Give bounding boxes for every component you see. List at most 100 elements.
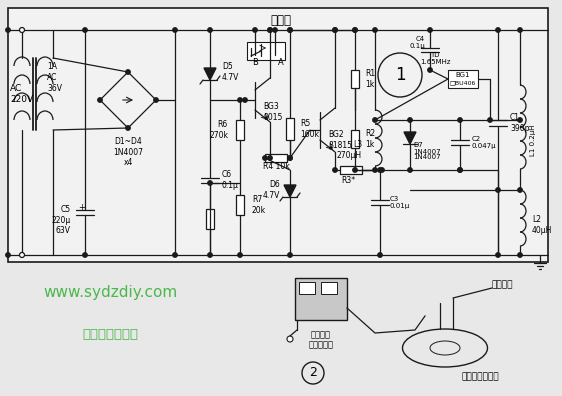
Bar — [351, 70, 359, 88]
Bar — [295, 278, 347, 320]
Circle shape — [333, 168, 337, 172]
Text: BG2
β1815: BG2 β1815 — [328, 130, 352, 150]
Circle shape — [268, 28, 272, 32]
Circle shape — [173, 28, 177, 32]
Bar — [299, 282, 315, 294]
Circle shape — [353, 168, 357, 172]
Text: L3
270μH: L3 270μH — [337, 140, 362, 160]
Bar — [247, 42, 285, 60]
Circle shape — [518, 253, 522, 257]
Circle shape — [428, 68, 432, 72]
Circle shape — [154, 98, 158, 102]
Text: R5
160k: R5 160k — [300, 119, 319, 139]
Text: 实用电子制作网: 实用电子制作网 — [82, 328, 138, 341]
Circle shape — [373, 168, 377, 172]
Text: 水位触针: 水位触针 — [492, 280, 514, 289]
Text: D7
1N4007: D7 1N4007 — [413, 141, 441, 154]
Circle shape — [408, 118, 412, 122]
Polygon shape — [204, 68, 216, 80]
Circle shape — [373, 118, 377, 122]
Text: C2
0.047μ: C2 0.047μ — [472, 135, 497, 148]
Text: C6
0.1μ: C6 0.1μ — [222, 170, 239, 190]
Text: D6
4.7V: D6 4.7V — [262, 180, 280, 200]
Text: R2
1k: R2 1k — [365, 129, 375, 149]
Text: R7
20k: R7 20k — [252, 195, 266, 215]
Polygon shape — [404, 132, 416, 144]
Circle shape — [208, 28, 212, 32]
Circle shape — [496, 28, 500, 32]
Bar — [351, 130, 359, 148]
Circle shape — [83, 28, 87, 32]
Text: A: A — [278, 57, 284, 67]
Bar — [321, 282, 337, 294]
Text: 电源控制
电路适配器: 电源控制 电路适配器 — [309, 330, 333, 349]
Text: D1~D4
1N4007
x4: D1~D4 1N4007 x4 — [113, 137, 143, 167]
Bar — [265, 154, 287, 162]
Text: 36V: 36V — [47, 84, 62, 93]
Text: AC
220V: AC 220V — [10, 84, 33, 104]
Ellipse shape — [402, 329, 487, 367]
Circle shape — [428, 28, 432, 32]
Circle shape — [288, 28, 292, 32]
Circle shape — [333, 28, 337, 32]
Text: TD
1.65MHz: TD 1.65MHz — [420, 51, 450, 65]
Circle shape — [83, 253, 87, 257]
Text: AC: AC — [47, 72, 57, 82]
Circle shape — [378, 168, 382, 172]
Circle shape — [208, 253, 212, 257]
Circle shape — [288, 253, 292, 257]
Circle shape — [458, 168, 462, 172]
Text: L2
40μH: L2 40μH — [532, 215, 552, 235]
Circle shape — [373, 28, 377, 32]
Text: R6
270k: R6 270k — [209, 120, 228, 140]
Text: C5
220μ
63V: C5 220μ 63V — [52, 205, 71, 235]
Circle shape — [378, 253, 382, 257]
Circle shape — [353, 28, 357, 32]
Bar — [448, 70, 478, 88]
Circle shape — [288, 28, 292, 32]
Circle shape — [518, 118, 522, 122]
Text: B: B — [252, 57, 258, 67]
Text: C4
0.1μ: C4 0.1μ — [409, 36, 425, 48]
Text: □BU406: □BU406 — [450, 80, 476, 86]
Text: R3*: R3* — [341, 175, 355, 185]
Text: 2: 2 — [309, 367, 317, 379]
Circle shape — [288, 156, 292, 160]
Circle shape — [268, 28, 272, 32]
Text: 高频压电雾化头: 高频压电雾化头 — [461, 372, 499, 381]
Bar — [286, 118, 294, 140]
Circle shape — [488, 118, 492, 122]
Text: www.sydzdiy.com: www.sydzdiy.com — [43, 285, 177, 300]
Text: +: + — [79, 202, 85, 211]
Circle shape — [238, 253, 242, 257]
Circle shape — [263, 156, 267, 160]
Bar — [340, 166, 362, 174]
Circle shape — [333, 28, 337, 32]
Circle shape — [238, 98, 242, 102]
Circle shape — [496, 188, 500, 192]
Text: BG1: BG1 — [456, 72, 470, 78]
Text: R1
1k: R1 1k — [365, 69, 375, 89]
Text: BG3
9015: BG3 9015 — [263, 102, 282, 122]
Text: 1N4007: 1N4007 — [413, 154, 441, 160]
Circle shape — [518, 28, 522, 32]
Circle shape — [288, 156, 292, 160]
Bar — [8, 8, 548, 262]
Bar — [236, 195, 244, 215]
Circle shape — [6, 253, 10, 257]
Circle shape — [380, 168, 384, 172]
Circle shape — [208, 181, 212, 185]
Bar — [206, 209, 214, 229]
Circle shape — [6, 28, 10, 32]
Text: C3
0.01μ: C3 0.01μ — [390, 196, 410, 209]
Text: 水雾液: 水雾液 — [270, 14, 292, 27]
Circle shape — [287, 336, 293, 342]
Text: L1 0.2μH: L1 0.2μH — [530, 124, 536, 156]
Circle shape — [458, 168, 462, 172]
Circle shape — [268, 156, 272, 160]
Circle shape — [458, 118, 462, 122]
Circle shape — [496, 253, 500, 257]
Circle shape — [243, 98, 247, 102]
Circle shape — [20, 27, 25, 32]
Text: D5
4.7V: D5 4.7V — [222, 62, 239, 82]
